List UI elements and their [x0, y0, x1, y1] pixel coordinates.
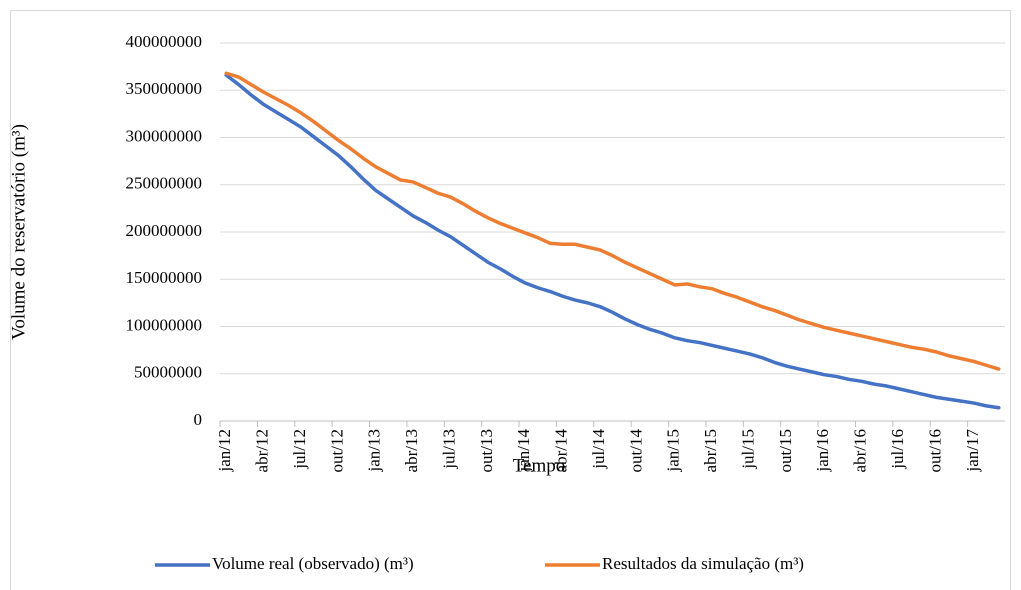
x-tick-label: jan/13 [365, 429, 384, 473]
series-line [224, 71, 1001, 371]
x-tick-label: out/15 [776, 429, 795, 472]
y-tick-label: 300000000 [126, 126, 203, 145]
series-line [224, 73, 1001, 410]
x-tick-label: abr/16 [851, 429, 870, 472]
chart-border [10, 10, 1011, 590]
x-tick-label: out/14 [626, 429, 645, 473]
y-axis-title: Volume do reservatório (m³) [8, 124, 29, 340]
x-tick-label: jan/17 [963, 429, 982, 473]
x-tick-label: abr/14 [552, 429, 571, 473]
y-tick-label: 150000000 [126, 268, 203, 287]
x-tick-label: jul/15 [738, 429, 757, 470]
legend-label: Volume real (observado) (m³) [212, 554, 414, 573]
x-tick-label: out/13 [477, 429, 496, 472]
x-tick-label: abr/13 [402, 429, 421, 472]
x-tick-label: abr/15 [701, 429, 720, 472]
y-tick-label: 350000000 [126, 79, 203, 98]
y-tick-label: 200000000 [126, 221, 203, 240]
legend-label: Resultados da simulação (m³) [602, 554, 804, 573]
y-tick-label: 250000000 [126, 174, 203, 193]
x-tick-label: abr/12 [253, 429, 272, 472]
y-tick-label: 100000000 [126, 315, 203, 334]
x-tick-label: jul/13 [439, 429, 458, 470]
x-tick-label: jan/16 [813, 429, 832, 473]
x-tick-label: jul/12 [290, 429, 309, 470]
x-tick-label: out/16 [925, 429, 944, 472]
x-tick-label: out/12 [327, 429, 346, 472]
x-tick-label: jan/12 [215, 429, 234, 473]
y-tick-label: 400000000 [126, 32, 203, 51]
y-tick-label: 0 [194, 410, 203, 429]
x-tick-label: jan/15 [664, 429, 683, 473]
x-tick-label: jul/16 [888, 429, 907, 470]
x-axis-title: Tempo [513, 455, 566, 476]
y-tick-label: 50000000 [134, 363, 202, 382]
x-tick-label: jan/14 [514, 429, 533, 473]
x-tick-label: jul/14 [589, 429, 608, 470]
